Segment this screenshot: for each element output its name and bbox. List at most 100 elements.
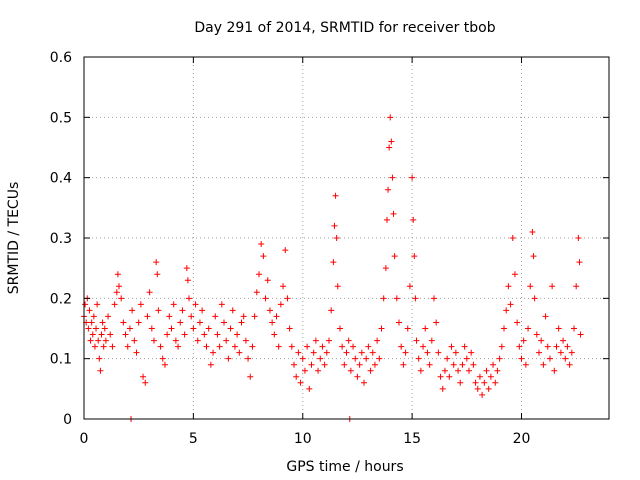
data-point bbox=[214, 331, 221, 338]
data-point bbox=[229, 307, 236, 314]
x-tick-label: 10 bbox=[294, 431, 312, 447]
data-point bbox=[446, 373, 453, 380]
data-point bbox=[487, 373, 494, 380]
data-point bbox=[207, 361, 214, 368]
x-tick-label: 5 bbox=[189, 431, 198, 447]
data-point bbox=[114, 271, 121, 278]
data-point bbox=[286, 325, 293, 332]
data-point bbox=[275, 343, 282, 350]
y-tick-label: 0.5 bbox=[50, 110, 72, 126]
data-point bbox=[330, 259, 337, 266]
data-point bbox=[533, 331, 540, 338]
data-point bbox=[564, 343, 571, 350]
data-point bbox=[448, 343, 455, 350]
data-point bbox=[468, 349, 475, 356]
data-point bbox=[234, 331, 241, 338]
data-point bbox=[179, 307, 186, 314]
data-point bbox=[90, 313, 97, 320]
data-point bbox=[463, 355, 470, 362]
data-point bbox=[520, 337, 527, 344]
data-point bbox=[238, 319, 245, 326]
data-point bbox=[164, 331, 171, 338]
data-point bbox=[280, 283, 287, 290]
data-point bbox=[240, 313, 247, 320]
data-point bbox=[388, 138, 395, 145]
data-point bbox=[131, 337, 138, 344]
data-point bbox=[365, 343, 372, 350]
data-point bbox=[361, 379, 367, 386]
data-point bbox=[188, 313, 195, 320]
data-point bbox=[317, 355, 324, 362]
data-point bbox=[89, 331, 96, 338]
data-point bbox=[343, 349, 350, 356]
data-point bbox=[133, 349, 140, 356]
data-point bbox=[387, 114, 394, 121]
data-point bbox=[492, 379, 499, 386]
data-point bbox=[113, 289, 120, 296]
data-point bbox=[328, 307, 335, 314]
data-point bbox=[555, 325, 562, 332]
data-point bbox=[514, 319, 521, 326]
data-point bbox=[253, 289, 260, 296]
data-point bbox=[245, 355, 252, 362]
data-point bbox=[444, 355, 451, 362]
data-point bbox=[331, 222, 338, 229]
data-point bbox=[531, 295, 538, 302]
data-point bbox=[315, 367, 322, 374]
data-point bbox=[562, 355, 569, 362]
data-point bbox=[417, 367, 424, 374]
data-point bbox=[111, 301, 118, 308]
y-axis-label: SRMTID / TECUs bbox=[6, 182, 22, 295]
data-point bbox=[183, 265, 190, 272]
data-point bbox=[288, 343, 295, 350]
data-point bbox=[227, 325, 234, 332]
data-point bbox=[530, 253, 537, 260]
data-point bbox=[148, 325, 155, 332]
data-point bbox=[295, 349, 302, 356]
data-point bbox=[323, 349, 330, 356]
data-point bbox=[544, 343, 551, 350]
data-point bbox=[350, 343, 357, 350]
data-point bbox=[386, 144, 393, 151]
data-point bbox=[212, 313, 219, 320]
data-point bbox=[571, 325, 577, 332]
data-point bbox=[354, 373, 361, 380]
data-point bbox=[184, 277, 191, 284]
data-point bbox=[557, 349, 564, 356]
data-point bbox=[404, 325, 411, 332]
data-point bbox=[376, 355, 383, 362]
data-point bbox=[98, 331, 105, 338]
data-point bbox=[96, 355, 103, 362]
data-point bbox=[157, 343, 164, 350]
data-point bbox=[490, 361, 497, 368]
data-point bbox=[455, 367, 462, 374]
data-point bbox=[466, 367, 472, 374]
data-point bbox=[389, 174, 396, 181]
data-point bbox=[196, 319, 203, 326]
data-point bbox=[153, 259, 160, 266]
data-point bbox=[91, 343, 98, 350]
data-point bbox=[199, 307, 206, 314]
data-point bbox=[166, 313, 173, 320]
data-point bbox=[94, 301, 101, 308]
data-point bbox=[382, 265, 389, 272]
data-point bbox=[483, 367, 490, 374]
data-point bbox=[221, 319, 227, 326]
data-point bbox=[82, 301, 89, 308]
data-point bbox=[503, 307, 510, 314]
data-point bbox=[474, 385, 481, 392]
data-points bbox=[81, 114, 584, 422]
data-point bbox=[549, 283, 556, 290]
data-point bbox=[450, 361, 457, 368]
data-point bbox=[310, 349, 317, 356]
data-point bbox=[560, 337, 567, 344]
data-point bbox=[505, 283, 512, 290]
data-point bbox=[101, 325, 108, 332]
data-point bbox=[551, 367, 558, 374]
data-point bbox=[186, 295, 192, 302]
data-point bbox=[249, 343, 256, 350]
data-point bbox=[135, 319, 142, 326]
data-point bbox=[369, 349, 376, 356]
data-point bbox=[411, 253, 418, 260]
data-point bbox=[334, 283, 341, 290]
